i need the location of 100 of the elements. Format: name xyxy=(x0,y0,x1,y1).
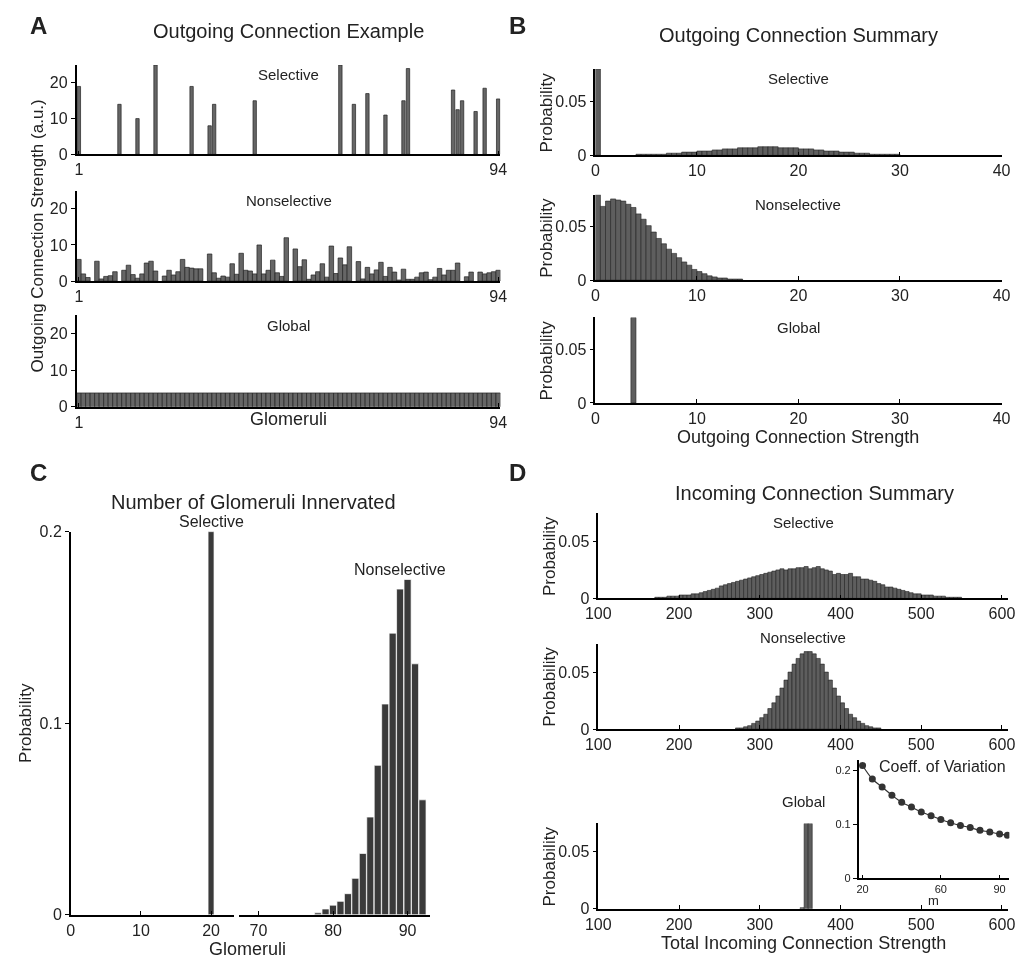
x-tick-label: 400 xyxy=(827,605,854,623)
y-tick-label: 0.05 xyxy=(558,533,590,551)
x-axis-title: Total Incoming Connection Strength xyxy=(661,933,947,953)
x-axis-title: Outgoing Connection Strength xyxy=(677,427,920,447)
y-tick-label: 0.2 xyxy=(39,523,62,541)
y-axis-title: Probability xyxy=(539,516,559,597)
x-tick-label: 60 xyxy=(934,883,947,896)
text: C xyxy=(30,459,48,486)
text: B xyxy=(509,12,527,39)
x-tick-label: 20 xyxy=(856,883,869,896)
x-tick-label: 10 xyxy=(687,162,706,180)
x-tick-label: 10 xyxy=(687,409,706,427)
annotation: Nonselective xyxy=(354,561,446,578)
x-tick-label: 600 xyxy=(988,736,1016,754)
x-tick-label: 600 xyxy=(988,915,1016,933)
chart-subtitle: Nonselective xyxy=(760,629,846,646)
y-axis-title: Outgoing Connection Strength (a.u.) xyxy=(27,99,47,373)
y-axis-title: Probability xyxy=(15,683,35,763)
x-axis-title: m xyxy=(928,893,939,908)
x-tick-label: 40 xyxy=(992,162,1011,180)
x-tick-label: 70 xyxy=(249,921,268,939)
y-tick-label: 0.05 xyxy=(558,663,590,681)
y-axis-title: Probability xyxy=(540,826,560,907)
x-tick-label: 20 xyxy=(202,921,221,939)
x-tick-label: 94 xyxy=(489,413,508,431)
x-tick-label: 300 xyxy=(746,736,774,754)
x-tick-label: 1 xyxy=(74,161,84,179)
x-tick-label: 94 xyxy=(489,288,508,306)
y-tick-label: 20 xyxy=(49,325,68,343)
y-tick-label: 0 xyxy=(580,900,590,918)
text: D xyxy=(509,459,527,486)
y-tick-label: 0 xyxy=(580,590,590,608)
x-axis-title: Glomeruli xyxy=(250,409,328,429)
text: A xyxy=(30,12,48,39)
x-tick-label: 1 xyxy=(74,288,84,306)
x-tick-label: 200 xyxy=(665,605,693,623)
chart-title: Number of Glomeruli Innervated xyxy=(111,491,396,513)
x-tick-label: 80 xyxy=(324,921,343,939)
y-tick-label: 0 xyxy=(844,872,851,885)
y-tick-label: 0.2 xyxy=(835,764,851,777)
x-tick-label: 100 xyxy=(584,605,612,623)
x-tick-label: 40 xyxy=(992,409,1011,427)
chart-subtitle: Nonselective xyxy=(755,196,841,213)
y-tick-label: 20 xyxy=(49,200,68,218)
x-tick-label: 200 xyxy=(665,915,693,933)
x-tick-label: 90 xyxy=(398,921,417,939)
chart-subtitle: Selective xyxy=(768,70,829,87)
y-axis-title: Probability xyxy=(537,72,557,153)
x-tick-label: 30 xyxy=(891,409,909,427)
x-tick-label: 90 xyxy=(993,883,1006,896)
y-tick-label: 0 xyxy=(577,271,587,289)
x-axis-title: Glomeruli xyxy=(209,939,287,959)
y-tick-label: 0.05 xyxy=(558,843,590,861)
chart-subtitle: Selective xyxy=(773,514,834,531)
x-tick-label: 400 xyxy=(827,736,854,754)
y-tick-label: 0 xyxy=(577,394,587,412)
chart-subtitle: Nonselective xyxy=(246,192,332,209)
x-tick-label: 20 xyxy=(789,162,808,180)
x-tick-label: 10 xyxy=(132,921,150,939)
y-tick-label: 0 xyxy=(58,145,68,163)
y-tick-label: 0 xyxy=(580,720,590,738)
x-tick-label: 94 xyxy=(489,161,508,179)
x-tick-label: 100 xyxy=(584,736,612,754)
x-tick-label: 20 xyxy=(789,409,808,427)
y-axis-title: Probability xyxy=(537,197,557,278)
y-tick-label: 0.1 xyxy=(39,714,62,732)
y-tick-label: 0.05 xyxy=(555,218,587,236)
x-tick-label: 500 xyxy=(907,736,935,754)
y-axis-title: Probability xyxy=(540,646,559,727)
y-tick-label: 0.05 xyxy=(555,341,587,359)
x-tick-label: 400 xyxy=(827,915,854,933)
x-tick-label: 300 xyxy=(746,605,774,623)
chart-title: Outgoing Connection Summary xyxy=(659,24,939,46)
x-tick-label: 300 xyxy=(746,915,774,933)
y-tick-label: 10 xyxy=(49,236,68,254)
y-tick-label: 0.1 xyxy=(835,818,851,831)
x-tick-label: 1 xyxy=(74,413,84,431)
annotation: Selective xyxy=(179,513,245,530)
y-tick-label: 20 xyxy=(49,74,68,92)
y-tick-label: 0.05 xyxy=(555,92,587,110)
x-tick-label: 30 xyxy=(891,287,909,305)
chart-title: Outgoing Connection Example xyxy=(153,20,425,42)
chart-subtitle: Global xyxy=(267,317,311,334)
chart-title: Incoming Connection Summary xyxy=(675,482,955,504)
x-tick-label: 500 xyxy=(907,605,935,623)
y-tick-label: 0 xyxy=(58,272,68,290)
x-tick-label: 200 xyxy=(665,736,693,754)
y-tick-label: 10 xyxy=(49,361,68,379)
x-tick-label: 30 xyxy=(891,162,909,180)
x-tick-label: 20 xyxy=(789,287,808,305)
x-tick-label: 100 xyxy=(584,915,612,933)
y-tick-label: 10 xyxy=(49,110,68,128)
chart-subtitle: Selective xyxy=(258,66,319,83)
x-tick-label: 600 xyxy=(988,605,1016,623)
y-tick-label: 0 xyxy=(577,146,587,164)
chart-subtitle: Global xyxy=(777,319,821,336)
x-tick-label: 40 xyxy=(992,287,1011,305)
x-tick-label: 500 xyxy=(907,915,935,933)
chart-title: Coeff. of Variation xyxy=(879,758,1006,775)
y-axis-title: Probability xyxy=(537,320,557,401)
